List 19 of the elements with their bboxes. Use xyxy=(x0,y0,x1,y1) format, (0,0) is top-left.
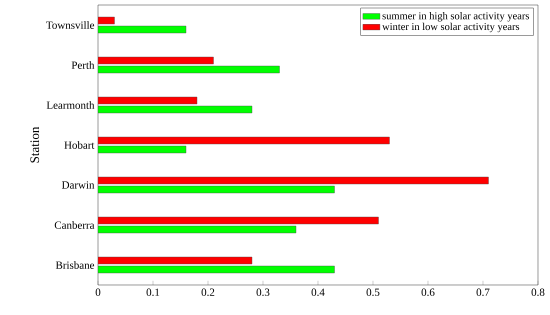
x-tick-label: 0.3 xyxy=(256,288,270,296)
x-tick-label: 0.2 xyxy=(202,288,214,296)
y-tick-label: Brisbane xyxy=(56,261,94,269)
x-tick-label: 0.7 xyxy=(476,288,490,296)
y-tick-label: Canberra xyxy=(54,221,94,229)
y-tick-label: Perth xyxy=(72,61,94,69)
legend-label: summer in high solar activity years xyxy=(382,12,530,22)
x-tick-label: 0.4 xyxy=(312,288,325,296)
legend-label: winter in low solar activity years xyxy=(382,22,520,32)
x-tick-label: 0.8 xyxy=(532,288,544,296)
y-tick-label: Townsville xyxy=(46,21,94,29)
x-tick-label: 0.6 xyxy=(422,288,435,296)
y-tick-label: Darwin xyxy=(62,181,94,189)
x-tick-label: 0.1 xyxy=(146,288,160,296)
x-tick-label: 0.5 xyxy=(366,288,380,296)
y-axis-title: Station xyxy=(30,126,40,162)
x-tick-label: 0 xyxy=(96,288,100,296)
y-tick-label: Learmonth xyxy=(46,101,94,109)
y-tick-label: Hobart xyxy=(64,141,94,149)
